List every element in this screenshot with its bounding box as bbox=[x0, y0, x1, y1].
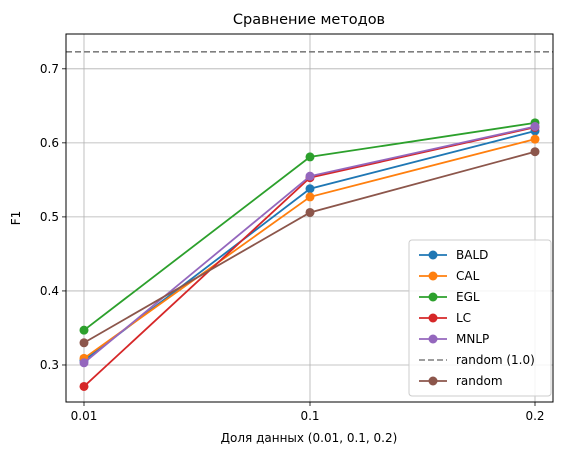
data-point-egl bbox=[79, 325, 89, 335]
x-axis-label: Доля данных (0.01, 0.1, 0.2) bbox=[221, 431, 398, 445]
legend-label-bald: BALD bbox=[456, 248, 488, 262]
y-tick-label: 0.4 bbox=[40, 284, 59, 298]
data-point-cal bbox=[530, 134, 540, 144]
legend-box bbox=[408, 239, 552, 397]
legend-marker-mnlp bbox=[428, 334, 438, 344]
data-point-bald bbox=[305, 184, 315, 194]
data-point-random bbox=[305, 207, 315, 217]
legend-label-cal: CAL bbox=[456, 269, 480, 283]
chart-title: Сравнение методов bbox=[233, 12, 385, 28]
data-point-mnlp bbox=[530, 122, 540, 132]
legend-marker-random bbox=[428, 376, 438, 386]
x-tick-label: 0.2 bbox=[525, 409, 544, 423]
data-point-mnlp bbox=[79, 358, 89, 368]
y-axis-label: F1 bbox=[9, 211, 23, 226]
data-point-egl bbox=[305, 152, 315, 162]
legend-label-random-1-0: random (1.0) bbox=[456, 353, 535, 367]
axis-ticks: 0.01 0.1 0.2 0.3 0.4 0.5 0.6 0.7 bbox=[40, 62, 545, 423]
data-point-random bbox=[530, 147, 540, 157]
data-point-lc bbox=[79, 381, 89, 391]
series-layer bbox=[66, 50, 553, 391]
y-tick-label: 0.3 bbox=[40, 358, 59, 372]
legend-marker-lc bbox=[428, 313, 438, 323]
legend-label-lc: LC bbox=[456, 311, 471, 325]
legend-label-mnlp: MNLP bbox=[456, 332, 489, 346]
y-tick-label: 0.5 bbox=[40, 210, 59, 224]
y-tick-label: 0.7 bbox=[40, 62, 59, 76]
legend-marker-cal bbox=[428, 271, 438, 281]
data-point-cal bbox=[305, 192, 315, 202]
legend: BALD CAL EGL LC MNLP random (1.0) random bbox=[408, 239, 552, 397]
legend-label-random: random bbox=[456, 374, 503, 388]
x-tick-label: 0.01 bbox=[71, 409, 98, 423]
legend-marker-egl bbox=[428, 292, 438, 302]
data-point-mnlp bbox=[305, 171, 315, 181]
data-point-random bbox=[79, 338, 89, 348]
plot-frame bbox=[65, 33, 554, 403]
legend-marker-bald bbox=[428, 250, 438, 260]
x-tick-label: 0.1 bbox=[300, 409, 319, 423]
y-tick-label: 0.6 bbox=[40, 136, 59, 150]
legend-label-egl: EGL bbox=[456, 290, 480, 304]
